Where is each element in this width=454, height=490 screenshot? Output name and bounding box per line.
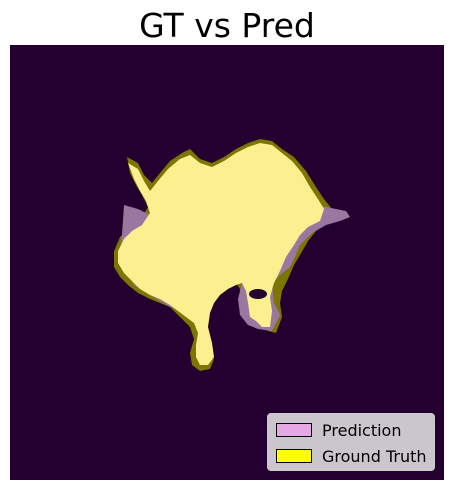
prediction-swatch (276, 423, 312, 437)
legend: Prediction Ground Truth (267, 413, 435, 471)
mask-hole (249, 289, 267, 299)
legend-label-ground-truth: Ground Truth (322, 446, 427, 466)
mask-overlay-plot (10, 45, 444, 480)
legend-label-prediction: Prediction (322, 420, 402, 440)
legend-item-prediction: Prediction (276, 420, 401, 440)
ground-truth-swatch (276, 449, 312, 463)
legend-item-ground-truth: Ground Truth (276, 446, 427, 466)
figure-title: GT vs Pred (139, 6, 315, 45)
overlap-region (118, 143, 324, 365)
mask-overlay-image (10, 45, 444, 480)
